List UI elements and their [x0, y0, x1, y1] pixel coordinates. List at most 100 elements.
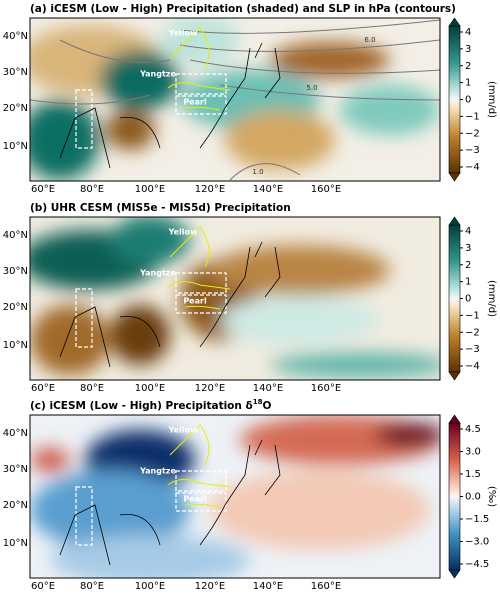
colorbar-tick-label: 3 — [465, 44, 471, 55]
contour-label: 5.0 — [306, 84, 317, 92]
title-text: (b) UHR CESM (MIS5e - MIS5d) Precipitati… — [30, 202, 291, 214]
region-box — [75, 89, 93, 149]
title-text: (a) iCESM (Low - High) Precipitation (sh… — [30, 3, 456, 15]
colorbar-extend — [448, 172, 461, 182]
lon-label: 160°E — [311, 184, 341, 195]
colorbar — [448, 422, 461, 571]
river-label: Yangtze — [139, 70, 176, 79]
river-label: Yangtze — [139, 467, 176, 476]
region-box — [75, 486, 93, 546]
colorbar-tick-label: 0 — [465, 95, 471, 106]
colorbar-label: (mm/d) — [486, 280, 497, 317]
river-label: Pearl — [183, 297, 207, 306]
colorbar — [448, 224, 461, 373]
coastline — [59, 241, 281, 368]
colorbar-extend — [448, 216, 461, 226]
panel: (a) iCESM (Low - High) Precipitation (sh… — [3, 3, 497, 195]
colorbar-extend — [448, 371, 461, 381]
title-sup: 18 — [253, 398, 263, 406]
panel: (b) UHR CESM (MIS5e - MIS5d) Precipitati… — [3, 202, 497, 394]
colorbar-tick-label: 4 — [465, 27, 471, 38]
lat-label: 30°N — [3, 67, 28, 78]
region-box — [75, 288, 93, 348]
colorbar-tick-label: 0.0 — [465, 492, 481, 503]
region-box — [175, 95, 227, 115]
colorbar-tick-label: 0 — [465, 294, 471, 305]
colorbar-label: (‰) — [486, 486, 497, 507]
colorbar-tick-label: 2 — [465, 260, 471, 271]
colorbar-tick-label: −2 — [465, 128, 480, 139]
lon-label: 120°E — [195, 383, 225, 394]
colorbar-tick-label: 1.5 — [465, 469, 481, 480]
coastline — [59, 42, 281, 169]
colorbar-tick-label: 3 — [465, 243, 471, 254]
lon-label: 100°E — [135, 581, 165, 592]
colorbar-tick-label: 4 — [465, 226, 471, 237]
contour-label: 1.0 — [252, 168, 263, 176]
lat-label: 40°N — [3, 428, 28, 439]
lon-label: 120°E — [195, 581, 225, 592]
map-frames — [29, 17, 441, 579]
panel-title: (b) UHR CESM (MIS5e - MIS5d) Precipitati… — [30, 202, 291, 214]
lat-label: 10°N — [3, 141, 28, 152]
lat-label: 10°N — [3, 538, 28, 549]
colorbar-tick-label: −1 — [465, 310, 480, 321]
river-label: Pearl — [183, 98, 207, 107]
map-field — [30, 18, 440, 181]
colorbar-extend — [448, 414, 461, 424]
lon-label: 60°E — [31, 581, 55, 592]
lon-label: 120°E — [195, 184, 225, 195]
panel-title: (c) iCESM (Low - High) Precipitation δ18… — [30, 398, 272, 412]
lat-label: 10°N — [3, 340, 28, 351]
river — [167, 226, 231, 310]
title-end: O — [263, 400, 272, 412]
river — [167, 27, 231, 111]
colorbar-tick-label: −4 — [465, 361, 480, 372]
lon-label: 140°E — [253, 383, 283, 394]
panel: (c) iCESM (Low - High) Precipitation δ18… — [3, 398, 497, 592]
lon-label: 60°E — [31, 383, 55, 394]
lat-label: 20°N — [3, 103, 28, 114]
panel-title: (a) iCESM (Low - High) Precipitation (sh… — [30, 3, 456, 15]
colorbar-tick-label: 3.0 — [465, 447, 481, 458]
lon-label: 140°E — [253, 581, 283, 592]
region-box — [175, 294, 227, 314]
colorbar-extend — [448, 17, 461, 27]
lon-label: 80°E — [80, 581, 104, 592]
colorbar-tick-label: −4 — [465, 162, 480, 173]
colorbar-label: (mm/d) — [486, 81, 497, 118]
map-field — [30, 217, 440, 380]
colorbar-tick-label: 1 — [465, 78, 471, 89]
coastline — [59, 439, 281, 566]
lon-label: 100°E — [135, 383, 165, 394]
lon-label: 60°E — [31, 184, 55, 195]
lat-label: 30°N — [3, 266, 28, 277]
colorbar-tick-label: 4.5 — [465, 424, 481, 435]
title-text: (c) iCESM (Low - High) Precipitation δ — [30, 400, 253, 412]
lon-label: 80°E — [80, 184, 104, 195]
map-field — [30, 415, 440, 578]
lat-label: 20°N — [3, 302, 28, 313]
river-label: Yellow — [168, 228, 198, 237]
river-label: Yellow — [168, 29, 198, 38]
colorbar-tick-label: −4.5 — [465, 559, 489, 570]
lat-label: 40°N — [3, 31, 28, 42]
contour-label: 6.0 — [364, 36, 375, 44]
lon-label: 100°E — [135, 184, 165, 195]
lat-label: 40°N — [3, 230, 28, 241]
river-label: Pearl — [183, 495, 207, 504]
colorbar-tick-label: −3 — [465, 145, 480, 156]
river-label: Yellow — [168, 426, 198, 435]
colorbar-tick-label: −1 — [465, 111, 480, 122]
colorbar-tick-label: −3 — [465, 344, 480, 355]
lon-label: 80°E — [80, 383, 104, 394]
region-box — [175, 492, 227, 512]
lat-label: 20°N — [3, 500, 28, 511]
colorbar-tick-label: −1.5 — [465, 514, 489, 525]
colorbar — [448, 25, 461, 174]
lon-label: 160°E — [311, 581, 341, 592]
colorbar-tick-label: 1 — [465, 277, 471, 288]
river-label: Yangtze — [139, 269, 176, 278]
lat-label: 30°N — [3, 464, 28, 475]
